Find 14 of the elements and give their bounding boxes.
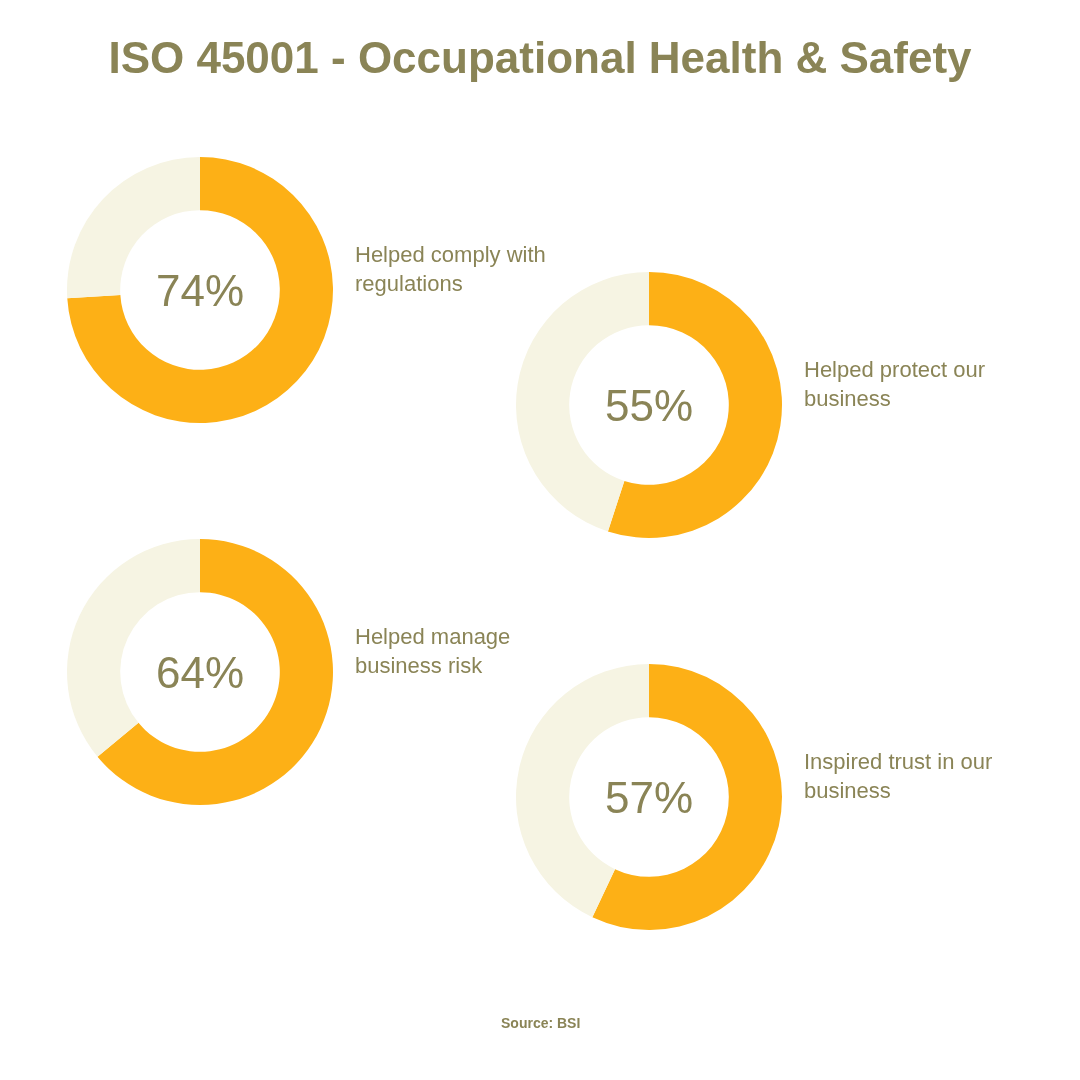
data-label: 55% <box>605 381 694 430</box>
slice-label: Helped protect our business <box>804 357 985 411</box>
donut-slice <box>607 272 782 538</box>
slice-label: Inspired trust in our business <box>804 749 993 803</box>
data-label: 57% <box>605 773 694 822</box>
data-label: 74% <box>156 266 245 315</box>
donut-slice <box>67 157 333 423</box>
donut-slice <box>97 539 333 805</box>
donut-slice <box>592 664 782 930</box>
data-label: 64% <box>156 648 245 697</box>
slice-label: Helped comply with regulations <box>355 242 546 296</box>
source-note: Source: BSI <box>501 1015 581 1031</box>
slice-label: Helped manage business risk <box>355 624 511 678</box>
chart-title: ISO 45001 - Occupational Health & Safety <box>108 33 973 83</box>
